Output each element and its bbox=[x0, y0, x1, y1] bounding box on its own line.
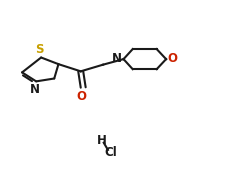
Text: N: N bbox=[29, 83, 39, 96]
Text: N: N bbox=[112, 52, 122, 65]
Text: O: O bbox=[167, 52, 177, 65]
Text: H: H bbox=[97, 134, 106, 147]
Text: Cl: Cl bbox=[104, 146, 116, 159]
Text: O: O bbox=[76, 90, 86, 103]
Text: S: S bbox=[35, 43, 44, 56]
